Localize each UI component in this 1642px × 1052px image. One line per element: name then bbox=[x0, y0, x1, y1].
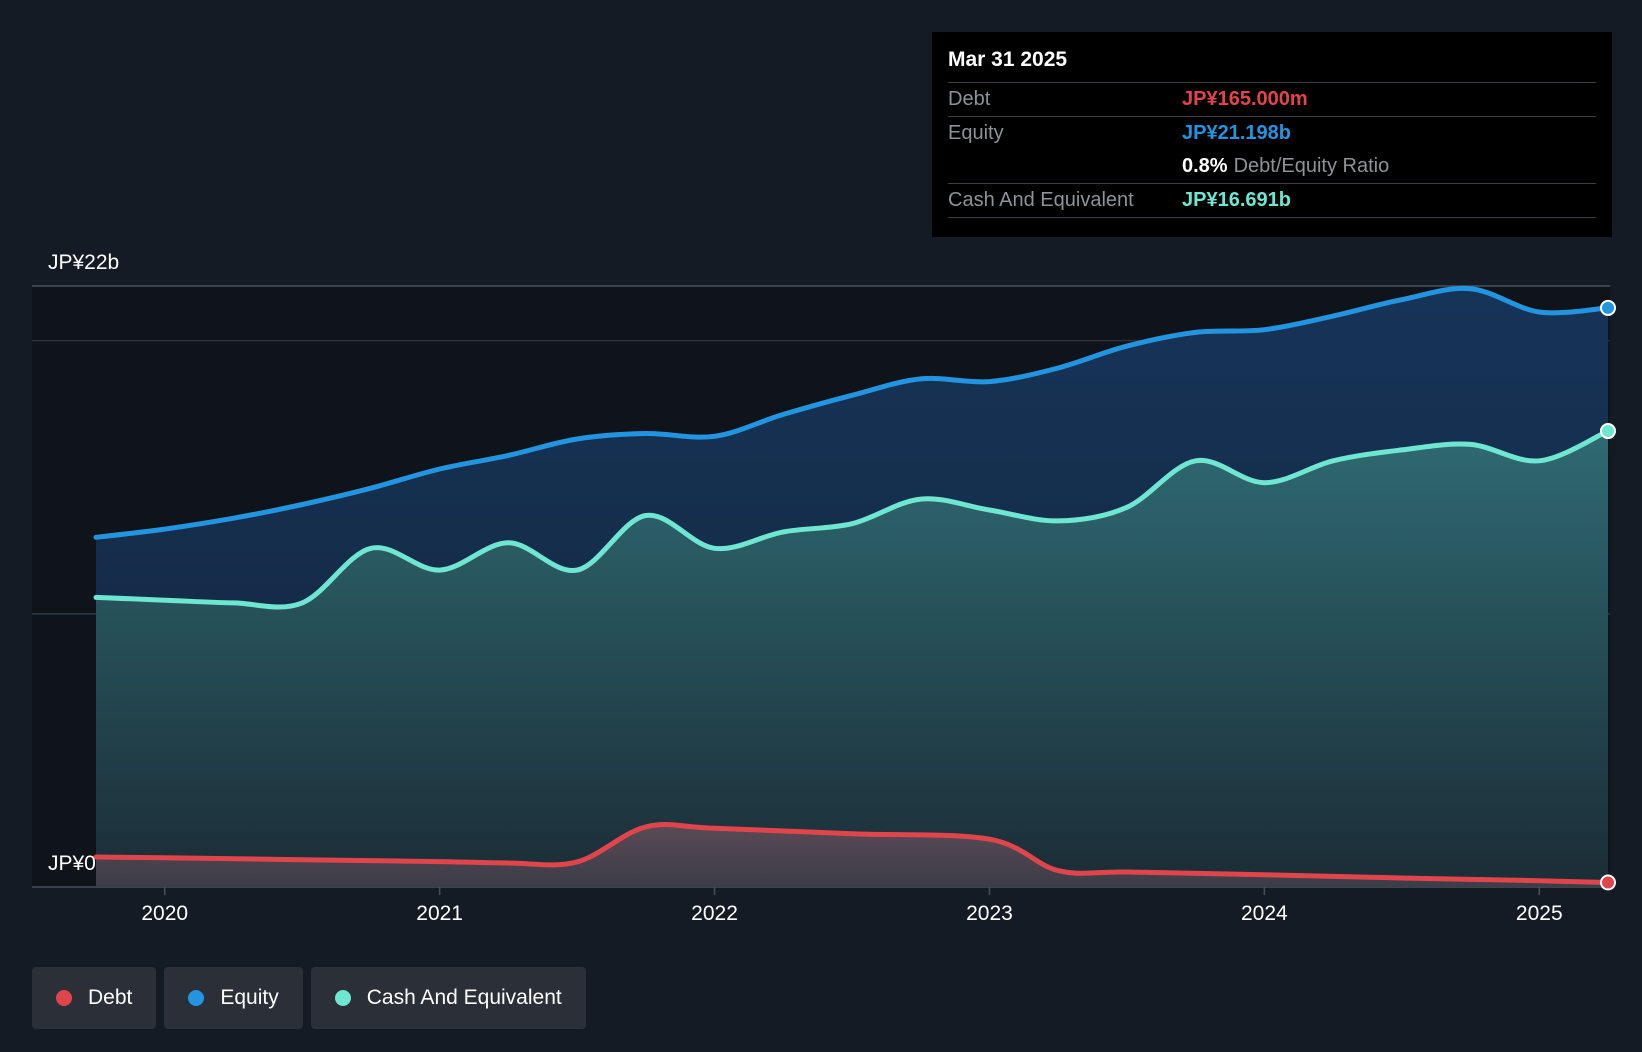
tooltip-debt-row: Debt JP¥165.000m bbox=[948, 82, 1596, 116]
x-tick-label: 2024 bbox=[1241, 902, 1288, 925]
legend-item-equity[interactable]: Equity bbox=[164, 967, 303, 1029]
series-areas bbox=[96, 288, 1608, 888]
end-marker-equity[interactable] bbox=[1600, 299, 1616, 316]
x-tick-label: 2021 bbox=[416, 902, 463, 925]
tooltip-equity-label: Equity bbox=[948, 122, 1004, 144]
end-marker-cash[interactable] bbox=[1600, 423, 1616, 440]
data-tooltip: Mar 31 2025 Debt JP¥165.000m Equity JP¥2… bbox=[932, 32, 1612, 237]
chart-legend: Debt Equity Cash And Equivalent bbox=[32, 967, 586, 1029]
tooltip-cash-value: JP¥16.691b bbox=[1182, 189, 1291, 211]
series-lines bbox=[93, 285, 1611, 885]
tooltip-debt-label: Debt bbox=[948, 88, 991, 110]
legend-label-equity: Equity bbox=[220, 986, 279, 1009]
legend-dot-debt bbox=[56, 990, 72, 1006]
series-end-markers bbox=[1600, 299, 1616, 891]
x-tick-label: 2022 bbox=[691, 902, 738, 925]
y-tick-label-top: JP¥22b bbox=[48, 251, 119, 274]
tooltip-ratio-label: Debt/Equity Ratio bbox=[1233, 155, 1390, 177]
tooltip-equity-value: JP¥21.198b bbox=[1182, 122, 1291, 144]
legend-dot-equity bbox=[188, 990, 205, 1006]
x-tick-label: 2025 bbox=[1516, 902, 1563, 925]
line-equity bbox=[93, 285, 1611, 540]
line-debt bbox=[93, 822, 1611, 885]
legend-label-cash: Cash And Equivalent bbox=[366, 986, 562, 1009]
tooltip-debt-value: JP¥165.000m bbox=[1182, 88, 1308, 110]
x-tick-label: 2020 bbox=[141, 902, 188, 925]
x-tick-label: 2023 bbox=[966, 902, 1013, 925]
y-tick-label-bottom: JP¥0 bbox=[48, 852, 96, 875]
legend-dot-cash bbox=[334, 990, 351, 1006]
tooltip-ratio-value: 0.8% bbox=[1182, 155, 1228, 177]
end-marker-debt[interactable] bbox=[1600, 874, 1616, 891]
legend-item-cash[interactable]: Cash And Equivalent bbox=[310, 967, 586, 1029]
x-axis-ticks: 2020 2021 2022 2023 2024 2025 bbox=[141, 887, 1563, 925]
tooltip-equity-row: Equity JP¥21.198b bbox=[948, 116, 1596, 150]
tooltip-ratio-row: 0.8% Debt/Equity Ratio bbox=[948, 150, 1596, 183]
tooltip-date: Mar 31 2025 bbox=[948, 48, 1068, 71]
legend-item-debt[interactable]: Debt bbox=[32, 967, 157, 1029]
tooltip-cash-row: Cash And Equivalent JP¥16.691b bbox=[948, 183, 1596, 218]
area-debt bbox=[96, 824, 1608, 887]
line-cash bbox=[93, 428, 1611, 610]
tooltip-cash-label: Cash And Equivalent bbox=[948, 189, 1134, 211]
area-cash bbox=[96, 431, 1608, 887]
legend-label-debt: Debt bbox=[88, 986, 133, 1009]
